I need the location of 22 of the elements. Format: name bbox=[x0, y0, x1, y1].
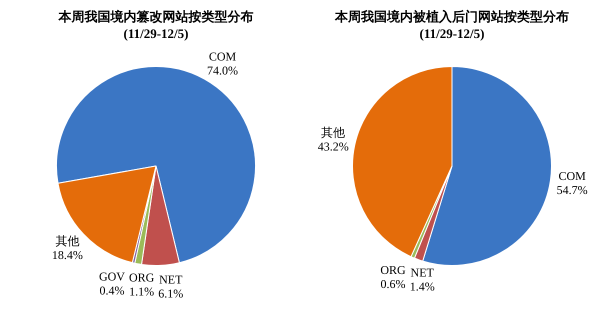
data-label: 74.0% bbox=[207, 63, 238, 78]
slice-label: COM bbox=[558, 169, 586, 184]
chart-subtitle: (11/29-12/5) bbox=[418, 26, 486, 42]
chart-subtitle: (11/29-12/5) bbox=[122, 26, 190, 42]
slice-label: NET bbox=[159, 272, 184, 287]
chart-title: 本周我国境内被植入后门网站按类型分布 bbox=[334, 8, 570, 26]
data-label: 0.6% bbox=[380, 276, 406, 291]
data-label: 0.4% bbox=[99, 284, 124, 298]
slice-label: COM bbox=[208, 49, 237, 64]
data-label: 54.7% bbox=[556, 183, 588, 198]
data-label: 6.1% bbox=[158, 286, 184, 301]
slice-label: ORG bbox=[128, 270, 155, 285]
slice-label: GOV bbox=[98, 270, 126, 284]
data-label: 43.2% bbox=[318, 140, 349, 154]
data-label: 1.1% bbox=[129, 284, 154, 299]
data-label: 1.4% bbox=[410, 280, 435, 294]
slice-label: NET bbox=[410, 266, 435, 280]
slice-label: ORG bbox=[380, 262, 406, 277]
data-label: 18.4% bbox=[52, 248, 83, 262]
chart-title: 本周我国境内篡改网站按类型分布 bbox=[57, 8, 254, 26]
slice-label: 其他 bbox=[55, 234, 80, 248]
slice-label: 其他 bbox=[321, 126, 346, 140]
